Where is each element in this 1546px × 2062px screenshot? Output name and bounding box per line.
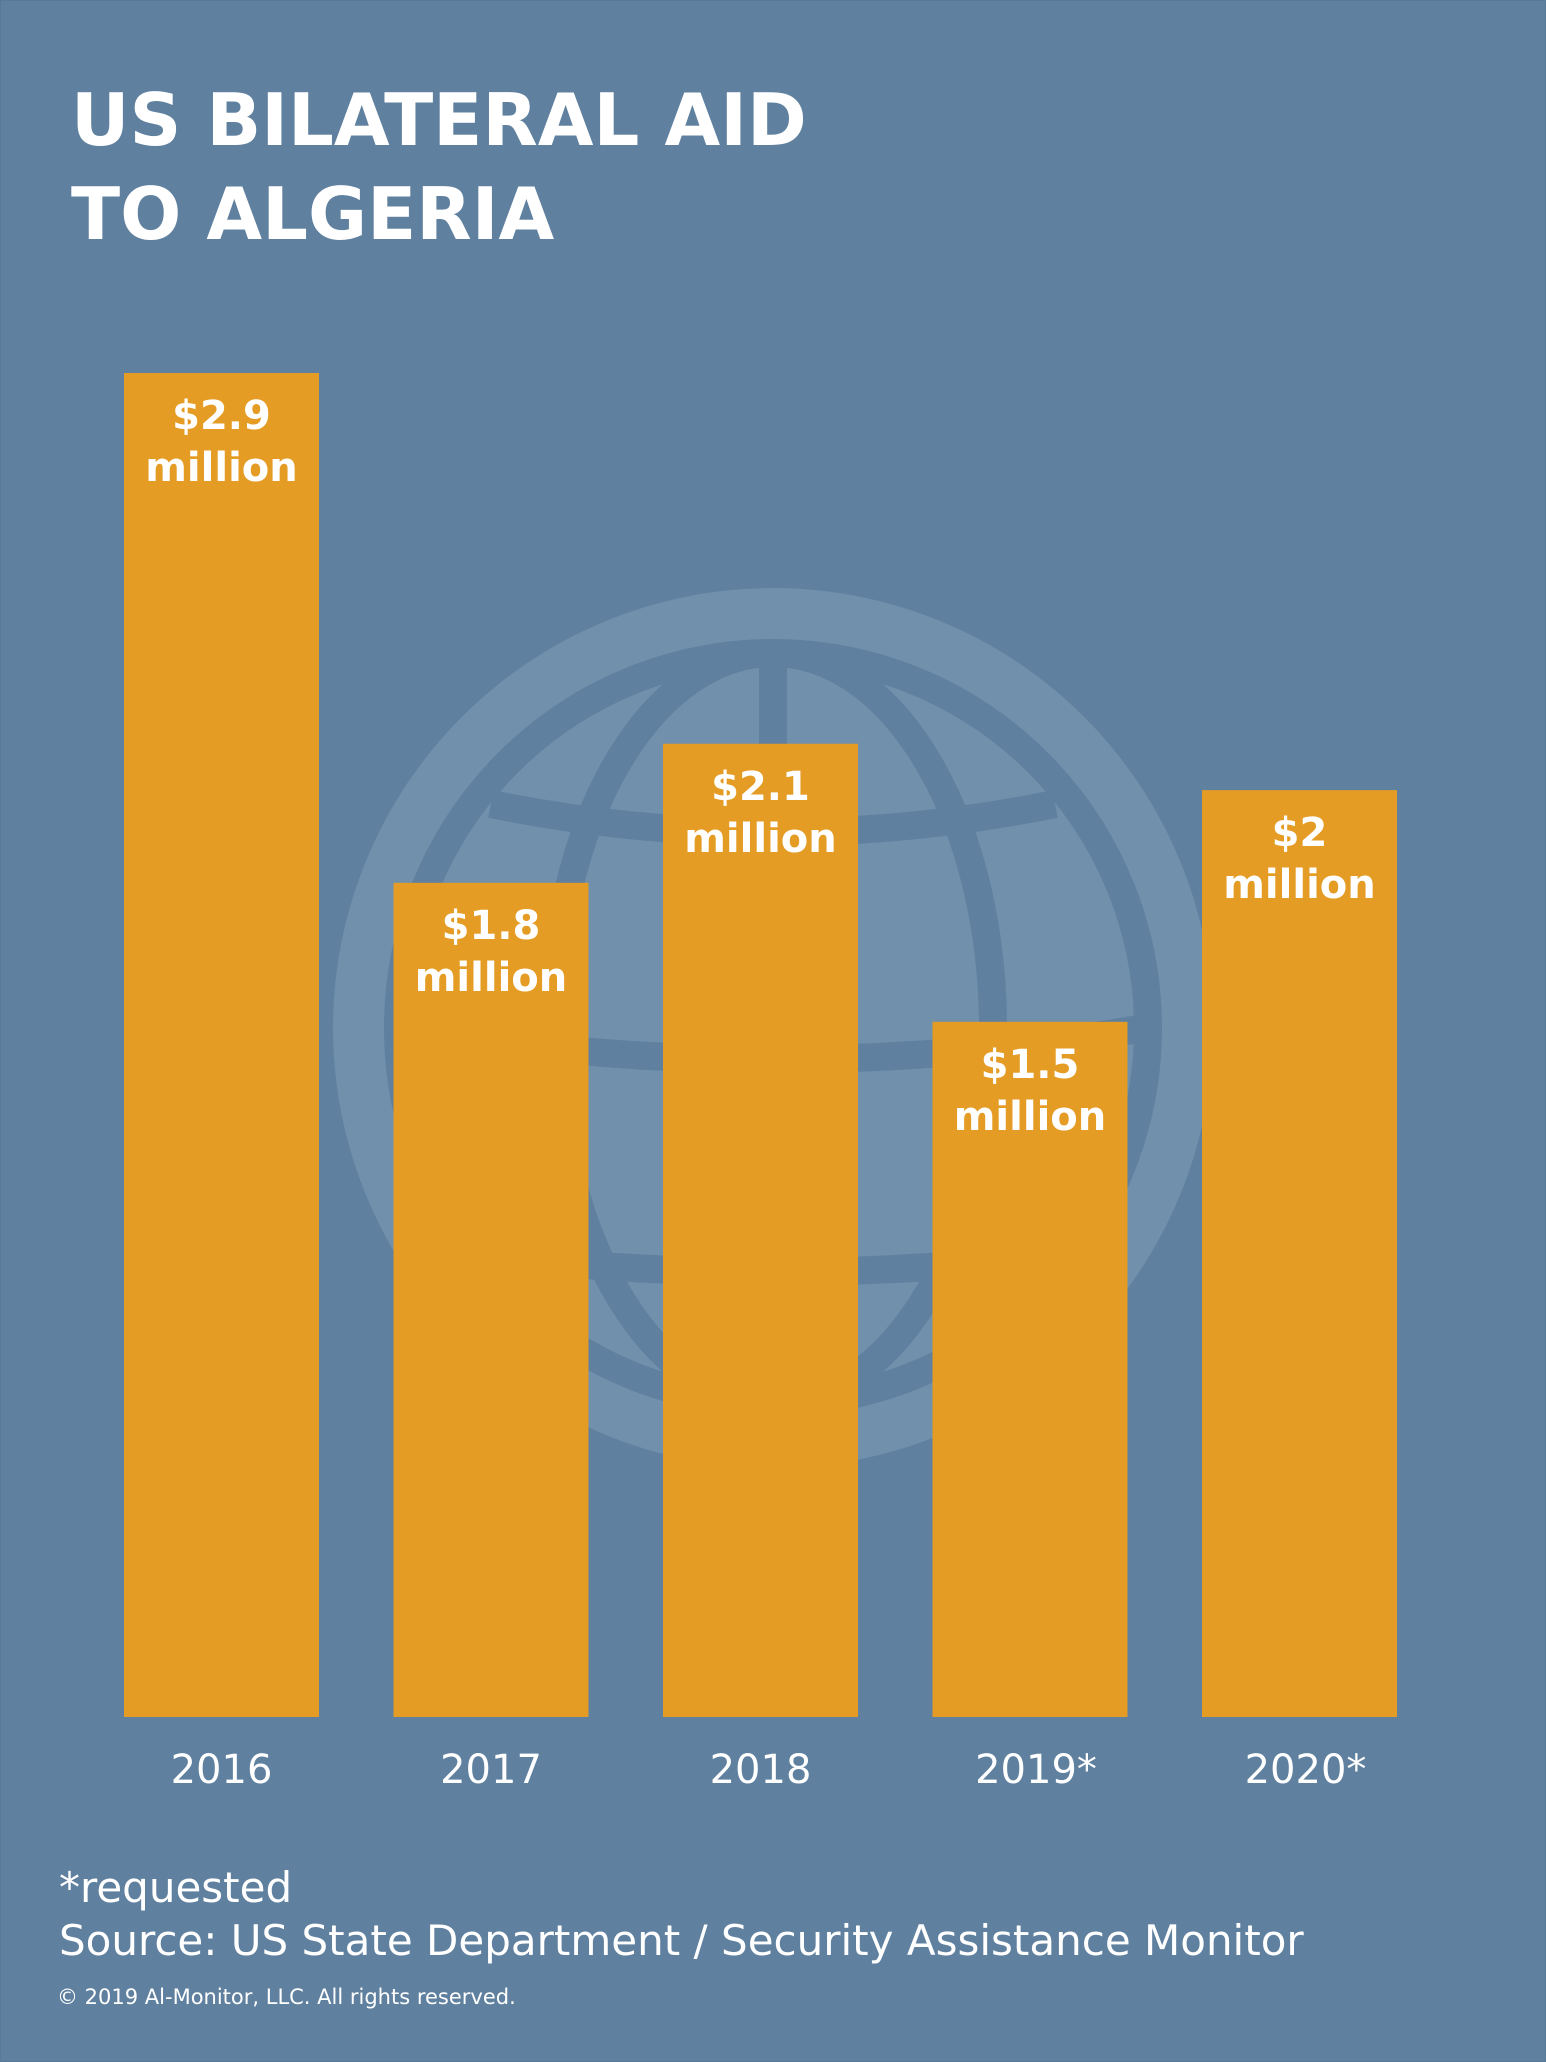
x-tick-labels-group: 2016 2017 2018 2019* 2020*: [171, 1747, 1367, 1793]
x-tick-label: 2019*: [975, 1747, 1097, 1793]
bars-group: [124, 373, 1397, 1717]
bar-2018: [663, 743, 858, 1717]
data-label-value: $1.8: [442, 903, 541, 949]
source-note: Source: US State Department / Security A…: [59, 1916, 1304, 1965]
data-label-value: $1.5: [981, 1042, 1080, 1088]
x-tick-label: 2018: [710, 1747, 812, 1793]
copyright-note: © 2019 Al-Monitor, LLC. All rights reser…: [57, 1985, 516, 2009]
data-label-unit: million: [954, 1094, 1106, 1140]
data-label-unit: million: [1223, 862, 1375, 908]
x-tick-label: 2016: [171, 1747, 273, 1793]
data-label-value: $2.1: [711, 764, 810, 810]
x-tick-label: 2020*: [1245, 1747, 1367, 1793]
x-tick-label: 2017: [440, 1747, 542, 1793]
bar-2017: [393, 882, 589, 1717]
title-line-2: TO ALGERIA: [71, 172, 555, 256]
data-label-value: $2: [1272, 810, 1328, 856]
bar-2016: [124, 373, 319, 1717]
chart-title: US BILATERAL AID TO ALGERIA: [71, 73, 807, 261]
title-line-1: US BILATERAL AID: [71, 78, 807, 162]
data-label-value: $2.9: [172, 393, 271, 439]
bar-2020: [1202, 790, 1397, 1717]
requested-footnote: *requested: [59, 1863, 293, 1912]
data-label-unit: million: [145, 445, 297, 491]
data-label-unit: million: [415, 955, 567, 1001]
data-labels-group: $2.9 million $1.8 million $2.1 million $1.5 mil…: [145, 393, 1375, 1140]
data-label-unit: million: [684, 816, 836, 862]
bar-2019: [932, 1021, 1128, 1717]
